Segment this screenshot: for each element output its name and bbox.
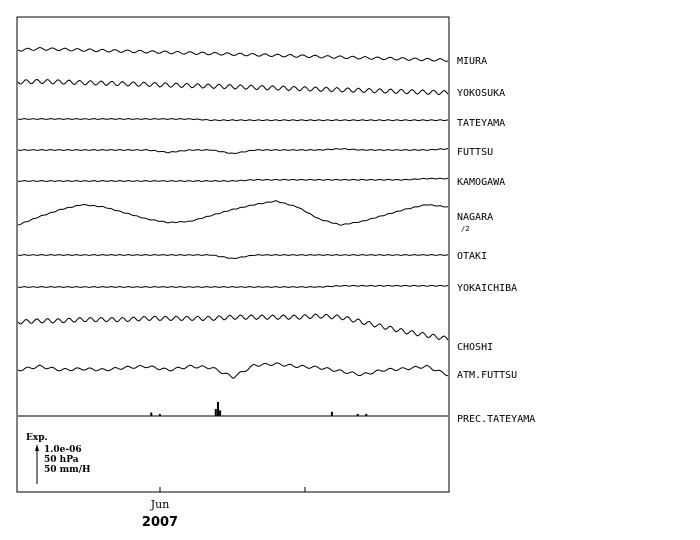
scale-legend: Exp. 1.0e-06 50 hPa 50 mm/H xyxy=(26,433,91,484)
station-label-prec-tateyama: PREC.TATEYAMA xyxy=(457,414,535,425)
scale-legend-title: Exp. xyxy=(26,433,48,443)
station-label-atm-futtsu: ATM.FUTTSU xyxy=(457,370,517,381)
station-label-kamogawa: KAMOGAWA xyxy=(457,177,505,188)
station-label-futtsu: FUTTSU xyxy=(457,147,493,158)
trace-yokaichiba xyxy=(17,284,449,288)
trace-nagara xyxy=(17,200,449,226)
scale-arrow-icon xyxy=(35,444,39,451)
station-label-nagara: NAGARA xyxy=(457,212,493,223)
trace-futtsu xyxy=(17,148,449,154)
plot-frame xyxy=(16,16,450,493)
trace-atm-futtsu xyxy=(17,362,449,380)
scale-legend-item-pressure: 50 hPa xyxy=(44,455,79,465)
station-traces xyxy=(17,46,449,417)
station-label-otaki: OTAKI xyxy=(457,251,487,262)
trace-miura xyxy=(17,46,449,62)
trace-choshi xyxy=(17,313,449,341)
scale-legend-item-strain: 1.0e-06 xyxy=(44,445,82,455)
station-labels: MIURA YOKOSUKA TATEYAMA FUTTSU KAMOGAWA NAGAR… xyxy=(457,56,535,425)
station-label-yokaichiba: YOKAICHIBA xyxy=(457,283,517,294)
trace-otaki xyxy=(17,254,449,259)
station-scale-note: /2 xyxy=(461,225,469,233)
scale-legend-item-precip: 50 mm/H xyxy=(44,465,91,475)
trace-kamogawa xyxy=(17,177,449,182)
trace-yokosuka xyxy=(17,79,449,96)
station-label-tateyama: TATEYAMA xyxy=(457,118,505,129)
station-label-miura: MIURA xyxy=(457,56,487,67)
x-axis-year: 2007 xyxy=(142,515,178,530)
x-tick-label-jun: Jun xyxy=(150,498,170,511)
trace-tateyama xyxy=(17,118,449,122)
station-label-yokosuka: YOKOSUKA xyxy=(457,88,505,99)
station-label-choshi: CHOSHI xyxy=(457,342,493,353)
